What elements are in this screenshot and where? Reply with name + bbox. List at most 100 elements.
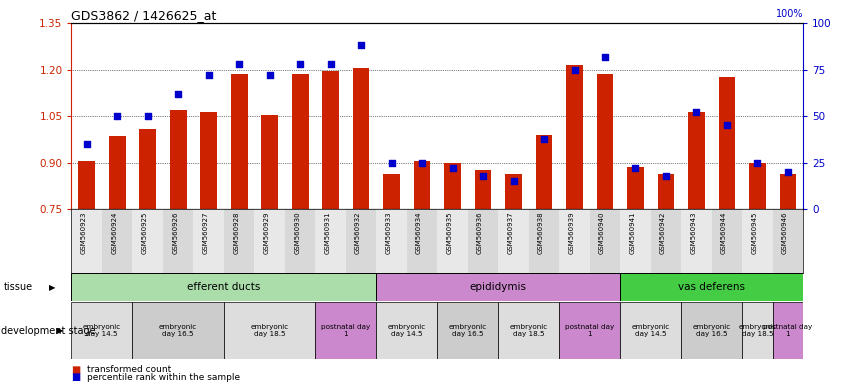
- Point: [598, 53, 611, 60]
- Bar: [102, 209, 132, 273]
- Bar: [681, 209, 711, 273]
- Bar: [620, 273, 803, 301]
- Text: postnatal day
1: postnatal day 1: [321, 324, 371, 338]
- Text: GSM560931: GSM560931: [325, 211, 331, 254]
- Text: embryonic
day 14.5: embryonic day 14.5: [632, 324, 669, 338]
- Bar: [193, 209, 224, 273]
- Text: embryonic
day 16.5: embryonic day 16.5: [693, 324, 731, 338]
- Point: [568, 66, 581, 73]
- Text: GSM560929: GSM560929: [263, 211, 270, 254]
- Bar: [376, 302, 437, 359]
- Point: [537, 136, 551, 142]
- Bar: [742, 302, 773, 359]
- Text: embryonic
day 14.5: embryonic day 14.5: [83, 324, 121, 338]
- Text: GSM560944: GSM560944: [721, 211, 727, 253]
- Point: [263, 72, 277, 78]
- Bar: [780, 174, 796, 209]
- Text: GSM560940: GSM560940: [599, 211, 605, 254]
- Point: [172, 91, 185, 97]
- Bar: [163, 209, 193, 273]
- Bar: [773, 302, 803, 359]
- Bar: [437, 209, 468, 273]
- Point: [202, 72, 215, 78]
- Text: GSM560933: GSM560933: [385, 211, 392, 254]
- Bar: [383, 174, 400, 209]
- Text: GSM560926: GSM560926: [172, 211, 178, 254]
- Point: [446, 165, 459, 171]
- Bar: [559, 209, 590, 273]
- Bar: [559, 302, 620, 359]
- Bar: [620, 302, 681, 359]
- Point: [232, 61, 246, 67]
- Bar: [566, 65, 583, 209]
- Text: percentile rank within the sample: percentile rank within the sample: [87, 373, 240, 382]
- Bar: [322, 71, 339, 209]
- Bar: [529, 209, 559, 273]
- Bar: [627, 167, 644, 209]
- Bar: [620, 209, 651, 273]
- Text: GSM560941: GSM560941: [629, 211, 636, 254]
- Point: [720, 122, 733, 129]
- Bar: [262, 114, 278, 209]
- Bar: [407, 209, 437, 273]
- Point: [507, 178, 521, 184]
- Text: ■: ■: [71, 365, 81, 375]
- Bar: [711, 209, 742, 273]
- Bar: [718, 77, 735, 209]
- Text: GSM560943: GSM560943: [690, 211, 696, 254]
- Text: tissue: tissue: [4, 282, 34, 293]
- Bar: [170, 110, 187, 209]
- Text: GSM560938: GSM560938: [538, 211, 544, 254]
- Text: postnatal day
1: postnatal day 1: [565, 324, 615, 338]
- Text: postnatal day
1: postnatal day 1: [764, 324, 812, 338]
- Text: GSM560932: GSM560932: [355, 211, 361, 254]
- Point: [294, 61, 307, 67]
- Text: embryonic
day 18.5: embryonic day 18.5: [510, 324, 547, 338]
- Text: 100%: 100%: [775, 9, 803, 19]
- Bar: [474, 170, 491, 209]
- Text: GSM560927: GSM560927: [203, 211, 209, 254]
- Point: [385, 160, 399, 166]
- Bar: [292, 74, 309, 209]
- Bar: [376, 209, 407, 273]
- Bar: [285, 209, 315, 273]
- Point: [80, 141, 93, 147]
- Bar: [315, 302, 376, 359]
- Text: transformed count: transformed count: [87, 365, 171, 374]
- Bar: [71, 302, 133, 359]
- Bar: [444, 163, 461, 209]
- Point: [354, 42, 368, 48]
- Bar: [78, 161, 95, 209]
- Point: [141, 113, 155, 119]
- Bar: [315, 209, 346, 273]
- Bar: [681, 302, 742, 359]
- Text: efferent ducts: efferent ducts: [188, 282, 261, 293]
- Bar: [437, 302, 498, 359]
- Text: ▶: ▶: [49, 283, 56, 292]
- Point: [781, 169, 795, 175]
- Text: embryonic
day 18.5: embryonic day 18.5: [251, 324, 288, 338]
- Text: GSM560935: GSM560935: [447, 211, 452, 254]
- Text: GSM560939: GSM560939: [569, 211, 574, 254]
- Text: GSM560942: GSM560942: [660, 211, 666, 253]
- Bar: [230, 74, 247, 209]
- Bar: [658, 174, 674, 209]
- Bar: [498, 302, 559, 359]
- Text: GSM560937: GSM560937: [507, 211, 514, 254]
- Bar: [140, 129, 156, 209]
- Text: ■: ■: [71, 372, 81, 382]
- Point: [324, 61, 337, 67]
- Text: embryonic
day 18.5: embryonic day 18.5: [738, 324, 776, 338]
- Point: [110, 113, 124, 119]
- Text: GSM560924: GSM560924: [111, 211, 117, 253]
- Point: [690, 109, 703, 116]
- Text: GSM560923: GSM560923: [81, 211, 87, 254]
- Bar: [651, 209, 681, 273]
- Text: ▶: ▶: [57, 326, 64, 335]
- Bar: [224, 302, 315, 359]
- Point: [659, 173, 673, 179]
- Text: embryonic
day 14.5: embryonic day 14.5: [388, 324, 426, 338]
- Bar: [71, 273, 376, 301]
- Bar: [590, 209, 621, 273]
- Bar: [749, 163, 766, 209]
